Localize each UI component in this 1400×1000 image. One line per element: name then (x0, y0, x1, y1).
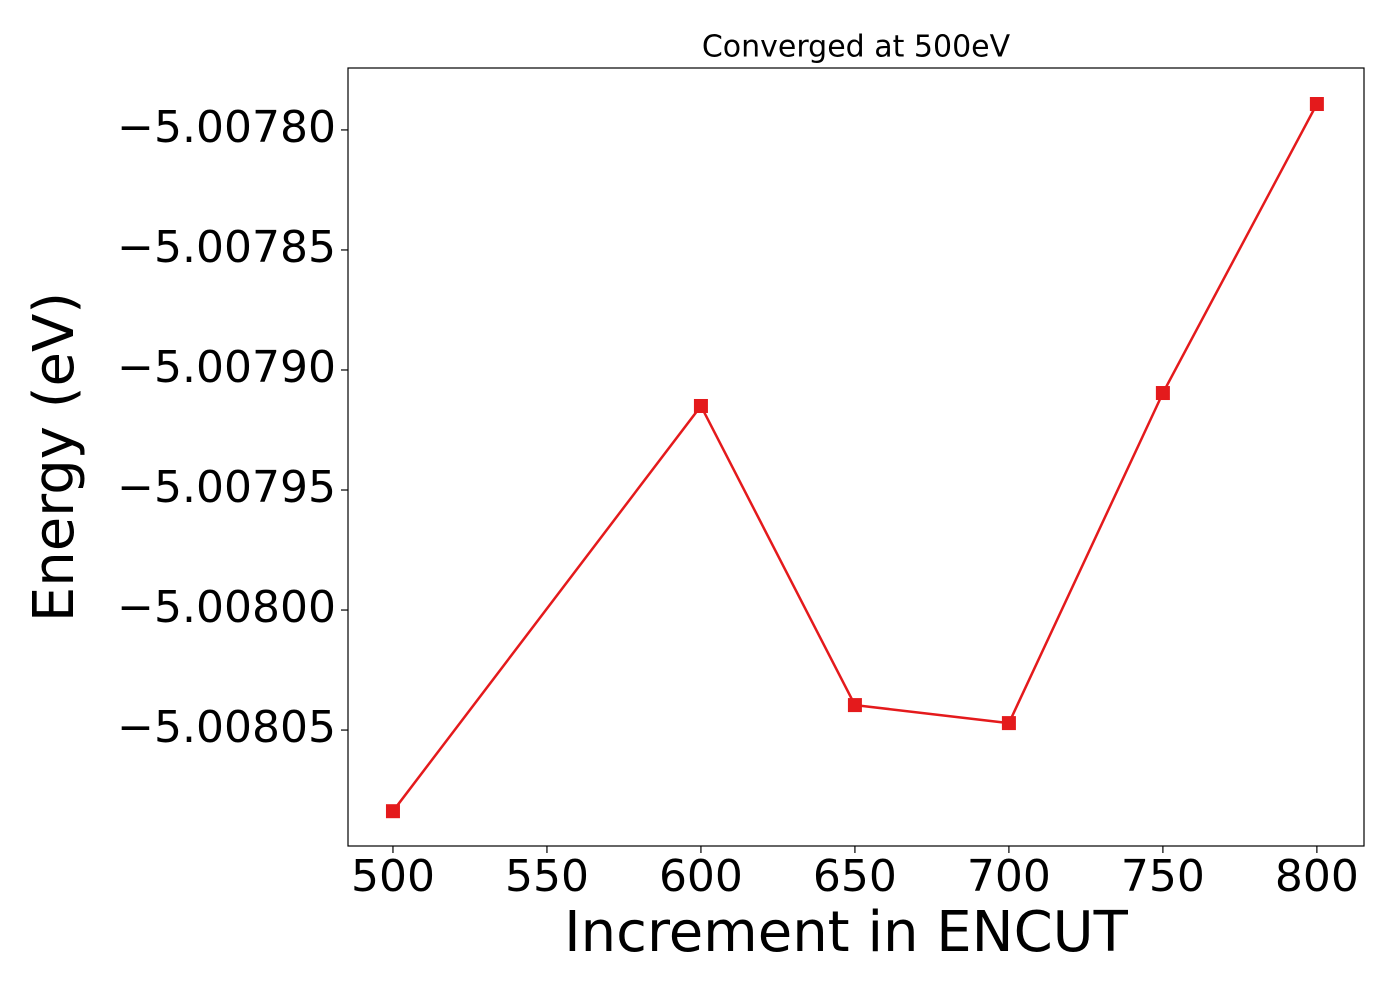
x-tick-label: 750 (1121, 851, 1205, 902)
y-tick-label: −5.00800 (117, 582, 336, 633)
y-tick-label: −5.00795 (117, 462, 336, 513)
x-tick-label: 700 (967, 851, 1051, 902)
data-point (1001, 716, 1016, 731)
data-point (1309, 97, 1324, 112)
data-point (385, 804, 400, 819)
data-line (391, 103, 1318, 812)
y-axis-label: Energy (eV) (22, 292, 87, 622)
x-tick-label: 650 (813, 851, 897, 902)
y-tick-label: −5.00790 (117, 342, 336, 393)
y-tick-label: −5.00805 (117, 702, 336, 753)
x-tick-label: 800 (1275, 851, 1359, 902)
x-tick-label: 550 (505, 851, 589, 902)
data-point (847, 698, 862, 713)
x-tick-label: 600 (659, 851, 743, 902)
x-axis-label: Increment in ENCUT (564, 900, 1129, 965)
data-point (693, 398, 708, 413)
y-tick-label: −5.00780 (117, 102, 336, 153)
y-tick-label: −5.00785 (117, 222, 336, 273)
x-tick-label: 500 (351, 851, 435, 902)
plot-frame (347, 67, 1365, 847)
data-point (1155, 386, 1170, 401)
chart-title: Converged at 500eV (702, 30, 1011, 65)
